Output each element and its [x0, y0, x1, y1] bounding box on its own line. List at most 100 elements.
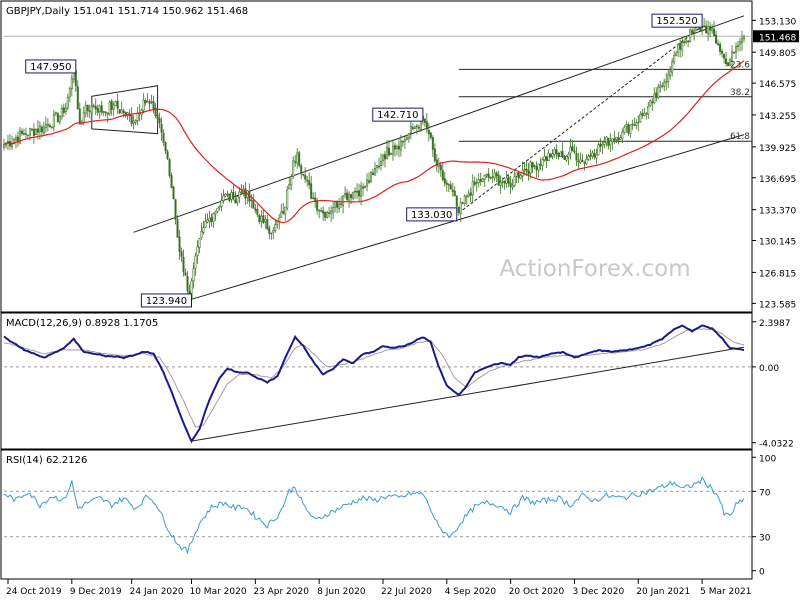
candle [665, 72, 668, 91]
candle [146, 93, 149, 103]
candle [385, 139, 388, 160]
candle [42, 121, 45, 137]
candle [423, 118, 426, 127]
candle [541, 157, 544, 171]
peak-label: 147.950 [25, 59, 77, 74]
candle [254, 203, 257, 214]
candle [457, 206, 460, 216]
candle [659, 80, 662, 93]
price-ytick-label: 143.255 [759, 112, 796, 122]
candle [284, 206, 287, 221]
macd-panel-frame [0, 312, 753, 450]
candle [216, 207, 219, 214]
candle [737, 40, 740, 52]
candle [222, 189, 225, 204]
xtick-label: 20 Jan 2021 [636, 587, 690, 597]
candle [539, 157, 542, 171]
candle [387, 140, 390, 158]
candle [232, 184, 235, 201]
fib-level-label: 38.2 [730, 88, 750, 98]
candle [302, 174, 305, 177]
candle [116, 93, 119, 114]
candle [70, 74, 73, 97]
candle [96, 104, 99, 116]
rsi-ytick-label: 70 [759, 488, 771, 498]
macd-trendline [191, 346, 745, 442]
candle [228, 193, 231, 203]
candle [599, 137, 602, 152]
candle [565, 155, 568, 162]
candle [517, 172, 520, 184]
candle [617, 131, 620, 145]
candle [22, 128, 25, 136]
candle [262, 209, 265, 224]
candle [326, 210, 329, 219]
last-price-marker [753, 30, 799, 43]
candle [198, 237, 201, 254]
candle [314, 192, 317, 208]
peak-label: 142.710 [372, 107, 424, 122]
candle [362, 183, 365, 197]
candle [639, 111, 642, 123]
price-panel-title: GBPJPY,Daily 151.041 151.714 150.962 151… [6, 6, 248, 17]
xtick-label: 24 Oct 2019 [6, 587, 62, 597]
candle [76, 80, 79, 110]
candle [336, 200, 339, 214]
candle [487, 168, 490, 182]
candle [531, 161, 534, 174]
candle [393, 142, 396, 157]
candle [344, 186, 347, 199]
candle [379, 153, 382, 171]
candle [86, 104, 89, 118]
candle [581, 153, 584, 162]
candle [437, 157, 440, 174]
candle [328, 207, 331, 218]
candle [204, 213, 207, 228]
candle [60, 104, 63, 120]
candle [415, 123, 418, 135]
svg-text:133.030: 133.030 [411, 210, 452, 221]
candle [637, 115, 640, 132]
candle [66, 93, 69, 111]
candle [134, 119, 137, 126]
candle [549, 153, 552, 158]
candle [689, 28, 692, 43]
candle [342, 195, 345, 214]
candle [142, 93, 145, 114]
candle [505, 170, 508, 189]
candle [192, 262, 195, 289]
candle [603, 136, 606, 149]
candle [64, 102, 67, 115]
candle [62, 103, 65, 118]
price-ytick-label: 136.695 [759, 175, 796, 185]
candle [98, 104, 101, 119]
candle [44, 116, 47, 133]
macd-ytick-label: 2.3987 [759, 319, 791, 329]
candle [395, 144, 398, 156]
candle [108, 100, 111, 116]
candle [519, 173, 522, 180]
candle [401, 140, 404, 147]
candle [120, 101, 123, 114]
candle [16, 131, 19, 147]
xtick-label: 8 Jun 2020 [317, 587, 366, 597]
candle [56, 112, 59, 123]
candle [166, 149, 169, 161]
candle [206, 213, 209, 224]
candle [102, 110, 105, 116]
candle [332, 201, 335, 220]
price-layer: 23.6 38.2 61.8 147.950 123.940 142.710 133.030… [2, 13, 752, 308]
candle [184, 268, 187, 277]
candle [609, 133, 612, 152]
candle [128, 109, 131, 122]
candle [214, 210, 217, 222]
candle [150, 94, 153, 105]
rsi-line [3, 476, 745, 555]
candle [372, 168, 375, 176]
candle [20, 128, 23, 136]
candle [535, 161, 538, 178]
candle [495, 171, 498, 183]
candle [719, 41, 722, 56]
candle [104, 111, 107, 117]
xtick-label: 5 Mar 2021 [700, 587, 751, 597]
